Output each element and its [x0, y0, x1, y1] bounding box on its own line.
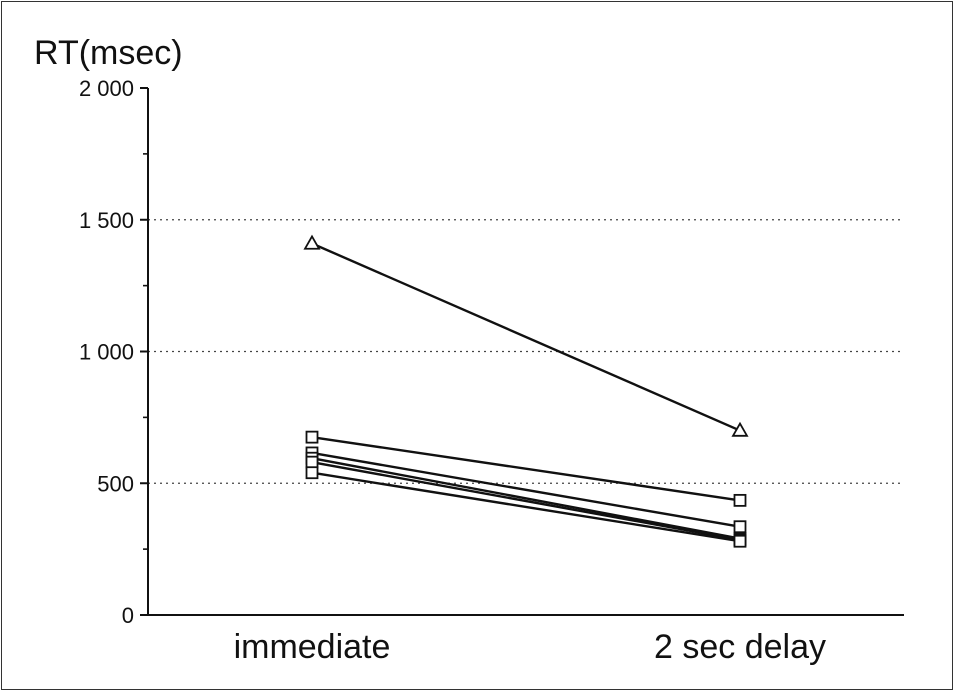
x-tick-label: 2 sec delay [654, 628, 826, 666]
axes [140, 87, 904, 616]
series-3 [305, 446, 747, 534]
series-line [311, 471, 741, 543]
square-marker [733, 493, 747, 507]
x-tick-label: immediate [234, 628, 391, 666]
y-tick-labels: 0 500 1 000 1 500 2 000 [79, 76, 134, 628]
y-tick-label: 2 000 [79, 76, 134, 101]
square-marker [305, 455, 319, 469]
grid-lines [148, 219, 904, 484]
series-line [311, 435, 741, 502]
square-marker [305, 466, 319, 480]
square-marker [305, 430, 319, 444]
series-line [311, 242, 741, 432]
series-2 [305, 430, 747, 507]
x-tick-labels: immediate 2 sec delay [234, 628, 826, 666]
series-lines [303, 234, 749, 548]
series-line [311, 451, 741, 528]
square-marker [733, 534, 747, 548]
series-1 [303, 234, 749, 437]
triangle-marker [731, 421, 749, 437]
y-axis-label: RT(msec) [34, 34, 183, 72]
triangle-marker [303, 234, 321, 250]
y-tick-label: 0 [122, 603, 134, 628]
square-marker [733, 520, 747, 534]
y-tick-label: 1 000 [79, 340, 134, 365]
series-line [311, 457, 741, 540]
y-tick-label: 500 [97, 471, 134, 496]
series-6 [305, 466, 747, 548]
series-line [311, 460, 741, 542]
y-tick-label: 1 500 [79, 208, 134, 233]
